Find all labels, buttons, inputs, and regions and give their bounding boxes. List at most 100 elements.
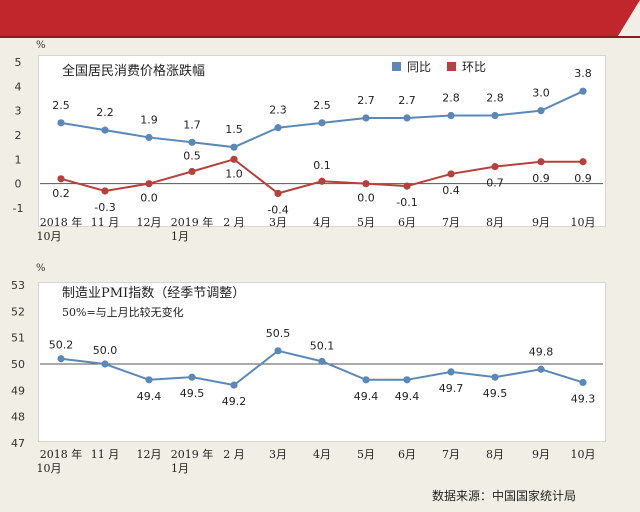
cpi-x-tick-label: 6月 xyxy=(398,216,416,229)
legend-mom-label: 环比 xyxy=(462,60,487,74)
legend-yoy-swatch xyxy=(392,62,401,71)
cpi-series-1-point xyxy=(579,158,587,166)
pmi-y-tick-label: 52 xyxy=(11,305,25,318)
cpi-series-0-data-label: 2.2 xyxy=(96,106,114,119)
cpi-series-1-data-label: 0.0 xyxy=(140,192,158,205)
pmi-series-0-data-label: 49.4 xyxy=(137,390,162,403)
pmi-series-0-data-label: 50.5 xyxy=(266,327,291,340)
pmi-series-0-data-label: 49.7 xyxy=(439,382,464,395)
data-source-note: 数据来源：中国国家统计局 xyxy=(431,489,576,503)
cpi-series-0-point xyxy=(57,119,65,127)
cpi-x-tick-label: 3月 xyxy=(269,216,287,229)
pmi-x-tick-label: 7月 xyxy=(442,448,460,461)
cpi-series-1-point xyxy=(274,189,282,197)
pmi-x-tick-label: 8月 xyxy=(486,448,504,461)
cpi-y-tick-label: 5 xyxy=(15,56,22,69)
cpi-series-1-point xyxy=(491,163,499,171)
cpi-series-1-data-label: 0.9 xyxy=(532,172,550,185)
cpi-series-1-data-label: 0.5 xyxy=(183,150,201,163)
cpi-series-1-point xyxy=(403,182,411,190)
cpi-series-1-data-label: 0.9 xyxy=(574,172,592,185)
cpi-y-tick-label: 0 xyxy=(15,178,22,191)
pmi-series-0-point xyxy=(447,368,455,376)
cpi-y-tick-label: 4 xyxy=(15,80,22,93)
pmi-x-tick-label: 11 月 xyxy=(91,448,120,461)
pmi-series-0-data-label: 50.0 xyxy=(93,344,118,357)
cpi-series-1-data-label: 0.1 xyxy=(313,159,331,172)
pmi-series-0-point xyxy=(57,355,65,363)
cpi-series-1-point xyxy=(537,158,545,166)
pmi-x-tick-label: 12月 xyxy=(137,448,162,461)
pmi-y-tick-label: 47 xyxy=(11,437,25,450)
cpi-series-0-data-label: 1.9 xyxy=(140,113,158,126)
cpi-series-0-data-label: 2.7 xyxy=(357,94,375,107)
cpi-y-tick-label: 1 xyxy=(15,153,22,166)
cpi-chart-title: 全国居民消费价格涨跌幅 xyxy=(62,64,206,79)
cpi-y-tick-label: -1 xyxy=(13,202,24,215)
pmi-series-0-point xyxy=(362,376,370,384)
pmi-series-0-point xyxy=(145,376,153,384)
pmi-chart-note: 50%=与上月比较无变化 xyxy=(62,306,184,319)
cpi-series-1-point xyxy=(362,180,370,188)
cpi-series-1-data-label: -0.1 xyxy=(396,196,417,209)
pmi-x-tick-label: 6月 xyxy=(398,448,416,461)
cpi-series-0-point xyxy=(537,107,545,115)
cpi-x-tick-label: 4月 xyxy=(313,216,331,229)
cpi-x-tick-label: 5月 xyxy=(357,216,375,229)
pmi-series-0-data-label: 49.4 xyxy=(354,390,379,403)
cpi-series-0-point xyxy=(145,133,153,142)
cpi-series-0-data-label: 2.8 xyxy=(442,92,460,105)
legend-yoy-label: 同比 xyxy=(407,60,432,74)
header-bar-underline xyxy=(0,36,640,38)
header-bar xyxy=(0,0,640,36)
cpi-series-0-data-label: 2.7 xyxy=(398,94,416,107)
pmi-x-tick-label: 5月 xyxy=(357,448,375,461)
pmi-y-tick-label: 51 xyxy=(11,332,25,345)
cpi-series-0-point xyxy=(274,124,282,132)
pmi-series-0-point xyxy=(230,381,238,389)
cpi-series-0-data-label: 2.8 xyxy=(486,92,504,105)
cpi-x-tick-label: 2019 年 xyxy=(171,215,214,229)
legend-yoy: 同比 xyxy=(392,58,431,75)
cpi-chart-panel xyxy=(38,55,606,227)
cpi-unit-label: % xyxy=(36,40,46,51)
cpi-series-0-data-label: 1.5 xyxy=(225,123,243,136)
pmi-y-tick-label: 48 xyxy=(11,411,25,424)
pmi-series-0-data-label: 49.5 xyxy=(483,387,508,400)
pmi-x-tick-label: 2019 年 xyxy=(171,447,214,461)
legend-mom-swatch xyxy=(447,62,456,71)
pmi-x-tick-label-line2: 1月 xyxy=(171,462,189,475)
pmi-y-tick-label: 49 xyxy=(11,384,25,397)
pmi-series-0-data-label: 50.2 xyxy=(49,339,74,352)
cpi-x-tick-label: 10月 xyxy=(571,216,596,229)
cpi-series-0-data-label: 1.7 xyxy=(183,118,201,131)
pmi-x-tick-label: 4月 xyxy=(313,448,331,461)
cpi-y-tick-label: 2 xyxy=(15,129,22,142)
pmi-x-tick-label-line2: 10月 xyxy=(37,462,62,475)
cpi-series-1-data-label: 1.0 xyxy=(225,167,243,180)
cpi-series-1-point xyxy=(57,175,65,183)
pmi-unit-label: % xyxy=(36,263,46,274)
legend-mom: 环比 xyxy=(447,58,486,75)
cpi-x-tick-label: 2018 年 xyxy=(40,215,83,229)
pmi-series-0-point xyxy=(537,365,545,373)
cpi-series-0-data-label: 2.5 xyxy=(313,99,331,112)
cpi-series-0-point xyxy=(188,138,196,146)
cpi-series-1-data-label: 0.2 xyxy=(52,187,70,200)
pmi-series-0-data-label: 49.4 xyxy=(395,390,420,403)
cpi-series-1-data-label: -0.4 xyxy=(267,203,288,216)
pmi-series-0-point xyxy=(579,378,587,387)
pmi-x-tick-label: 2018 年 xyxy=(40,447,83,461)
cpi-series-1-point xyxy=(188,167,196,176)
pmi-series-0-data-label: 49.2 xyxy=(222,395,247,408)
cpi-series-1-data-label: 0.7 xyxy=(486,177,504,190)
cpi-series-0-point xyxy=(318,119,326,127)
cpi-series-1-data-label: 0.0 xyxy=(357,192,375,205)
cpi-x-tick-label-line2: 1月 xyxy=(171,230,189,243)
pmi-series-0-point xyxy=(274,347,282,355)
cpi-y-tick-label: 3 xyxy=(15,105,22,118)
pmi-x-tick-label: 9月 xyxy=(532,448,550,461)
cpi-series-1-data-label: -0.3 xyxy=(94,201,115,214)
